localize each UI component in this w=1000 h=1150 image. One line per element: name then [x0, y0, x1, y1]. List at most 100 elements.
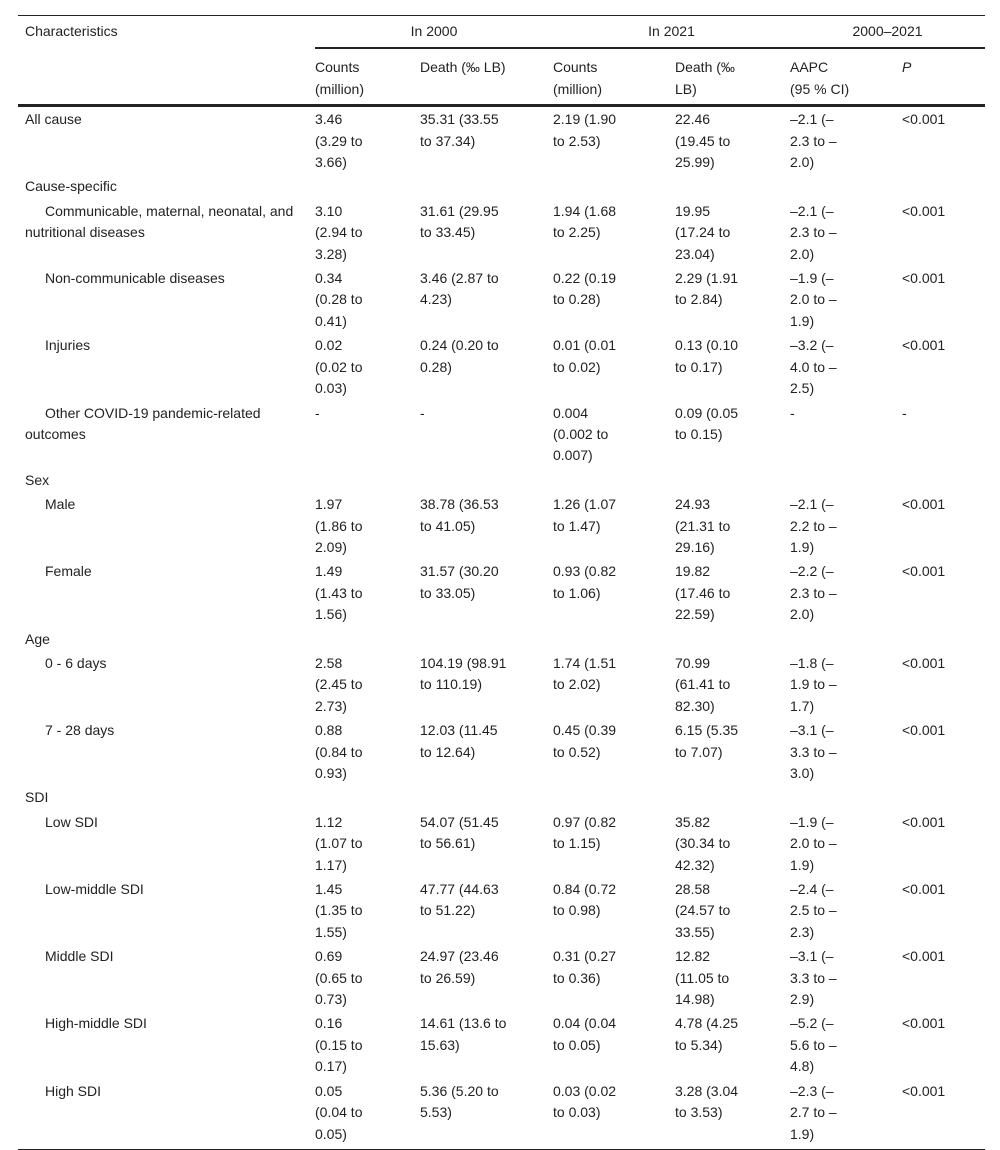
- cell-aapc: –1.9 (–2.0 to –1.9): [790, 270, 837, 329]
- cell-p-value: <0.001: [902, 563, 946, 580]
- cell-death-2000: 5.36 (5.20 to 5.53): [420, 1078, 553, 1150]
- cell-p-value: <0.001: [902, 722, 946, 739]
- cell-counts-2021: [553, 785, 675, 809]
- header-group-change: 2000–2021: [790, 15, 986, 50]
- cell-counts-2000: 0.69 (0.65 to 0.73): [315, 948, 363, 1008]
- cell-aapc: –1.8 (–1.9 to –1.7): [790, 654, 837, 714]
- table-row: High SDI 0.05 (0.04 to 0.05) 5.36 (5.20 to…: [18, 1078, 986, 1150]
- cell-death-2021: 12.82 (11.05 to 14.98): [675, 948, 730, 1008]
- cell-p-value: -: [902, 404, 907, 421]
- cell-death-2021: 19.82 (17.46 to 22.59): [675, 563, 731, 623]
- cell-p-value: <0.001: [902, 654, 946, 671]
- cell-p-value: <0.001: [902, 337, 946, 354]
- row-label: 7 - 28 days: [45, 722, 115, 739]
- section-label: SDI: [25, 789, 49, 806]
- cell-aapc: –3.2 (–4.0 to –2.5): [790, 337, 837, 397]
- row-label: High-middle SDI: [45, 1015, 147, 1032]
- cell-death-2000: [420, 785, 553, 809]
- cell-aapc: –2.2 (–2.3 to –2.0): [790, 563, 837, 623]
- table-row: Male 1.97 (1.86 to 2.09) 38.78 (36.53 to 4…: [18, 492, 985, 559]
- cell-counts-2021: 0.45 (0.39 to 0.52): [553, 722, 617, 760]
- cell-aapc: [790, 785, 902, 809]
- cell-death-2021: 0.09 (0.05 to 0.15): [675, 404, 739, 442]
- cell-death-2021: 22.46 (19.45 to 25.99): [675, 111, 731, 171]
- table-body: All cause 3.46 (3.29 to 3.66) 35.31 (33.55…: [18, 106, 986, 1150]
- header-group-2000: In 2000: [315, 15, 553, 50]
- cell-counts-2021: [553, 468, 675, 492]
- table-row: Non-communicable diseases 0.34 (0.28 to 0…: [18, 266, 985, 333]
- table-row: Injuries 0.02 (0.02 to 0.03) 0.24 (0.20 to…: [18, 333, 985, 400]
- cell-counts-2000: 1.12 (1.07 to 1.17): [315, 813, 363, 873]
- section-label: Cause-specific: [25, 178, 117, 195]
- cell-counts-2000: [315, 785, 420, 809]
- cell-death-2000: 14.61 (13.6 to 15.63): [420, 1015, 507, 1053]
- cell-death-2021: 28.58 (24.57 to 33.55): [675, 881, 731, 940]
- cell-counts-2000: [315, 627, 420, 651]
- cell-counts-2000: -: [315, 404, 320, 421]
- row-label: Low SDI: [45, 813, 98, 830]
- cell-counts-2000: 1.45 (1.35 to 1.55): [315, 881, 363, 940]
- cell-death-2000: 47.77 (44.63 to 51.22): [420, 881, 499, 919]
- table-row: Low-middle SDI 1.45 (1.35 to 1.55) 47.77 (…: [18, 877, 985, 944]
- cell-counts-2021: 1.94 (1.68 to 2.25): [553, 202, 617, 241]
- cell-aapc: –3.1 (–3.3 to –2.9): [790, 948, 837, 1008]
- cell-aapc: -: [790, 404, 795, 421]
- cell-p-value: [902, 174, 985, 198]
- header-counts-2000: Counts (million): [315, 48, 420, 108]
- cell-death-2000: 0.24 (0.20 to 0.28): [420, 337, 499, 375]
- cell-counts-2021: 0.31 (0.27 to 0.36): [553, 948, 617, 986]
- cell-counts-2000: 0.16 (0.15 to 0.17): [315, 1015, 363, 1075]
- cell-aapc: –2.4 (–2.5 to –2.3): [790, 881, 837, 940]
- row-label: Other COVID-19 pandemic-related outcomes: [25, 404, 261, 442]
- cell-p-value: <0.001: [902, 202, 946, 219]
- cell-aapc: –2.3 (–2.7 to –1.9): [790, 1078, 902, 1150]
- cell-counts-2021: 2.19 (1.90 to 2.53): [553, 111, 617, 149]
- cell-counts-2021: 0.84 (0.72 to 0.98): [553, 881, 617, 919]
- table-row: Middle SDI 0.69 (0.65 to 0.73) 24.97 (23.4…: [18, 944, 985, 1011]
- cell-death-2021: 6.15 (5.35 to 7.07): [675, 722, 739, 760]
- cell-death-2021: 2.29 (1.91 to 2.84): [675, 270, 739, 308]
- cell-counts-2000: 0.02 (0.02 to 0.03): [315, 337, 363, 397]
- cell-death-2021: 70.99 (61.41 to 82.30): [675, 654, 731, 714]
- cell-p-value: [902, 785, 985, 809]
- section-row: Age: [18, 627, 985, 651]
- header-characteristics: Characteristics: [18, 15, 315, 49]
- cell-aapc: [790, 174, 902, 198]
- cell-death-2000: [420, 174, 553, 198]
- cell-counts-2000: 0.05 (0.04 to 0.05): [315, 1078, 420, 1150]
- cell-counts-2000: 1.49 (1.43 to 1.56): [315, 563, 363, 623]
- cell-death-2000: 31.61 (29.95 to 33.45): [420, 202, 499, 241]
- header-group-2021: In 2021: [553, 15, 790, 50]
- cell-death-2000: 54.07 (51.45 to 56.61): [420, 813, 499, 852]
- section-label: Sex: [25, 471, 50, 488]
- cell-death-2000: 31.57 (30.20 to 33.05): [420, 563, 499, 601]
- cell-p-value: <0.001: [902, 813, 946, 830]
- table-row: Communicable, maternal, neonatal, and nu…: [18, 199, 985, 266]
- table-row: All cause 3.46 (3.29 to 3.66) 35.31 (33.55…: [18, 106, 985, 175]
- cell-death-2021: [675, 174, 790, 198]
- header-empty: [18, 48, 315, 108]
- table-header: Characteristics In 2000 In 2021 2000–202…: [18, 15, 986, 108]
- cell-counts-2021: 0.97 (0.82 to 1.15): [553, 813, 617, 852]
- cell-death-2000: 24.97 (23.46 to 26.59): [420, 948, 499, 986]
- cell-counts-2000: [315, 174, 420, 198]
- cell-death-2000: 3.46 (2.87 to 4.23): [420, 270, 499, 308]
- cell-p-value: [902, 468, 985, 492]
- cell-p-value: <0.001: [902, 111, 946, 128]
- mortality-table: Characteristics In 2000 In 2021 2000–202…: [18, 15, 986, 1150]
- header-p-value: P: [902, 48, 986, 108]
- cell-p-value: <0.001: [902, 270, 946, 287]
- row-label: All cause: [25, 111, 82, 128]
- cell-death-2000: [420, 468, 553, 492]
- cell-death-2000: 38.78 (36.53 to 41.05): [420, 496, 499, 534]
- cell-death-2021: 35.82 (30.34 to 42.32): [675, 813, 731, 873]
- cell-p-value: <0.001: [902, 1078, 986, 1150]
- cell-p-value: <0.001: [902, 1015, 946, 1032]
- cell-counts-2021: 0.004 (0.002 to 0.007): [553, 404, 609, 464]
- cell-death-2000: 104.19 (98.91 to 110.19): [420, 654, 507, 693]
- cell-counts-2021: 0.22 (0.19 to 0.28): [553, 270, 617, 308]
- table-row: Low SDI 1.12 (1.07 to 1.17) 54.07 (51.45 t…: [18, 810, 985, 877]
- cell-counts-2000: [315, 468, 420, 492]
- cell-death-2021: 24.93 (21.31 to 29.16): [675, 496, 731, 555]
- cell-counts-2000: 2.58 (2.45 to 2.73): [315, 654, 363, 714]
